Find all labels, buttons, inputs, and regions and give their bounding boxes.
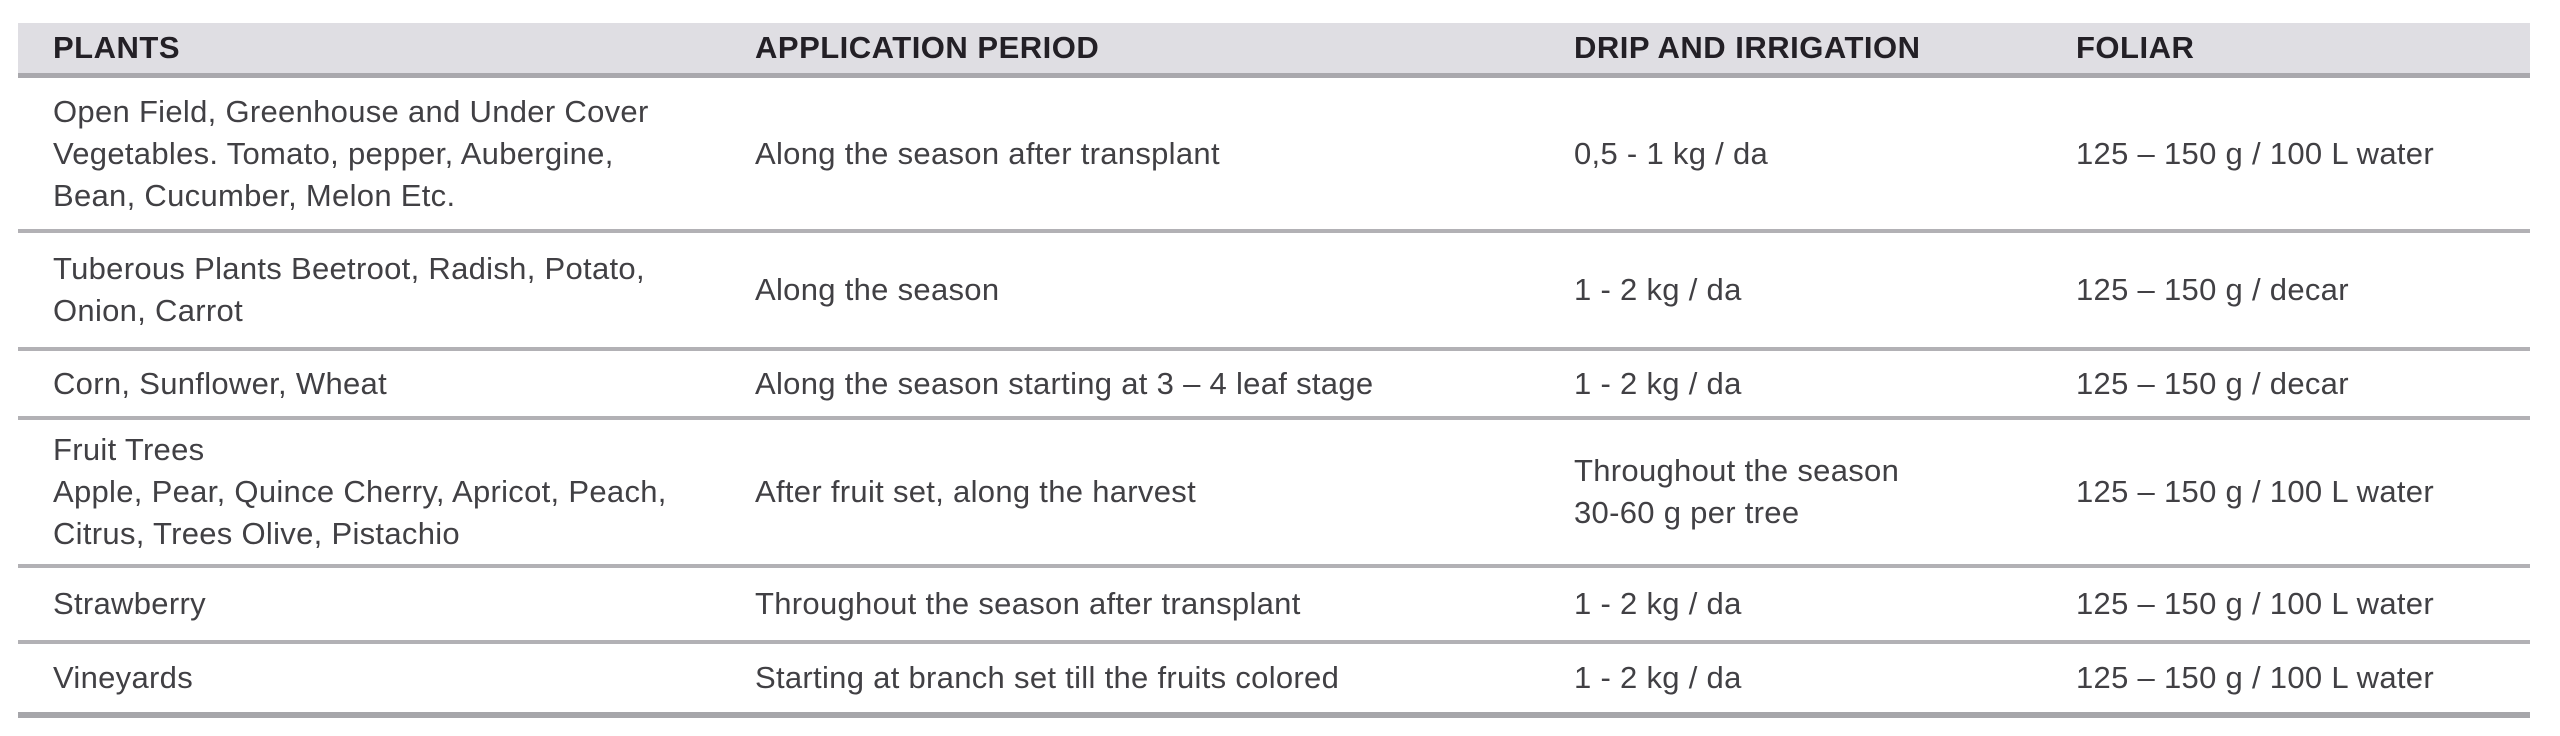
cell-drip-and-irrigation: 1 - 2 kg / da	[1574, 365, 1742, 401]
application-rates-table: PLANTS APPLICATION PERIOD DRIP AND IRRIG…	[18, 23, 2530, 718]
table-row: Tuberous Plants Beetroot, Radish, Potato…	[18, 233, 2530, 351]
cell-application-period: Throughout the season after transplant	[755, 586, 1301, 621]
cell-application-period: Along the season starting at 3 – 4 leaf …	[755, 365, 1374, 401]
cell-foliar: 125 – 150 g / 100 L water	[2076, 135, 2434, 171]
cell-application-period: Along the season	[755, 272, 1000, 307]
table-row: Fruit Trees Apple, Pear, Quince Cherry, …	[18, 420, 2530, 568]
cell-foliar: 125 – 150 g / 100 L water	[2076, 586, 2434, 621]
cell-plants: Fruit Trees Apple, Pear, Quince Cherry, …	[53, 432, 667, 551]
cell-drip-and-irrigation: Throughout the season 30-60 g per tree	[1574, 453, 1900, 530]
column-header-application-period: APPLICATION PERIOD	[755, 30, 1100, 65]
cell-drip-and-irrigation: 1 - 2 kg / da	[1574, 272, 1742, 307]
cell-plants: Vineyards	[53, 660, 193, 695]
column-header-foliar: FOLIAR	[2076, 30, 2195, 65]
cell-foliar: 125 – 150 g / 100 L water	[2076, 474, 2434, 509]
cell-foliar: 125 – 150 g / decar	[2076, 272, 2349, 307]
column-header-plants: PLANTS	[53, 30, 180, 65]
cell-application-period: After fruit set, along the harvest	[755, 474, 1196, 509]
cell-plants: Tuberous Plants Beetroot, Radish, Potato…	[53, 251, 645, 328]
cell-drip-and-irrigation: 1 - 2 kg / da	[1574, 660, 1742, 695]
table-row: Open Field, Greenhouse and Under Cover V…	[18, 78, 2530, 233]
table-row: Vineyards Starting at branch set till th…	[18, 644, 2530, 718]
table-row: Strawberry Throughout the season after t…	[18, 568, 2530, 644]
cell-plants: Corn, Sunflower, Wheat	[53, 365, 387, 401]
cell-drip-and-irrigation: 0,5 - 1 kg / da	[1574, 135, 1769, 171]
cell-application-period: Starting at branch set till the fruits c…	[755, 660, 1340, 695]
column-header-drip-and-irrigation: DRIP AND IRRIGATION	[1574, 30, 1921, 65]
cell-plants: Strawberry	[53, 586, 206, 621]
cell-drip-and-irrigation: 1 - 2 kg / da	[1574, 586, 1742, 621]
table-header-row: PLANTS APPLICATION PERIOD DRIP AND IRRIG…	[18, 23, 2530, 78]
cell-foliar: 125 – 150 g / 100 L water	[2076, 660, 2434, 695]
cell-foliar: 125 – 150 g / decar	[2076, 365, 2349, 401]
table-row: Corn, Sunflower, Wheat Along the season …	[18, 351, 2530, 420]
cell-application-period: Along the season after transplant	[755, 135, 1220, 171]
cell-plants: Open Field, Greenhouse and Under Cover V…	[53, 93, 649, 213]
